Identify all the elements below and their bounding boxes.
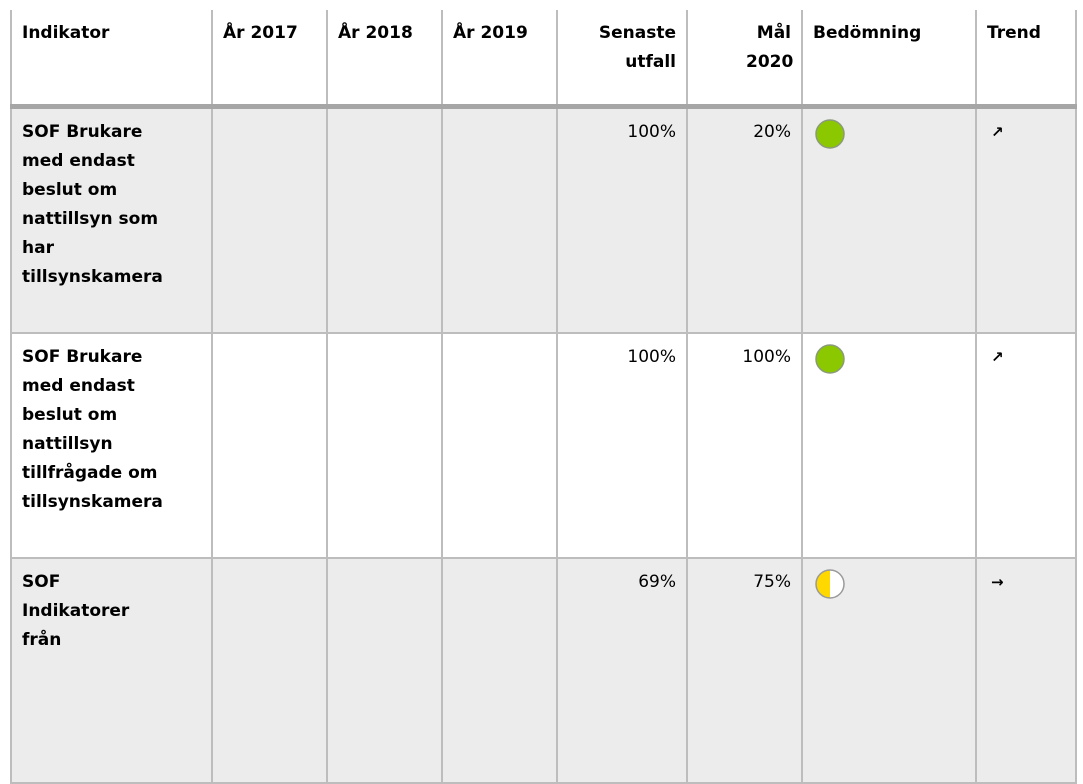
header: Indikator [10, 10, 213, 109]
cell: SOF Indikatorer från [10, 558, 213, 784]
cell [441, 333, 558, 559]
status-icon [815, 119, 845, 149]
goal: 100% [686, 333, 803, 559]
header-row: Indikator År 2017 År 2018 År 2019 Senast… [10, 10, 1077, 109]
header: År 2019 [441, 10, 558, 109]
cell [326, 558, 443, 784]
status-icon [815, 569, 845, 599]
cell [441, 558, 558, 784]
cell [801, 558, 977, 784]
cell [441, 106, 558, 334]
header-cell: Mål 2020 [686, 10, 803, 109]
latest: 100% [556, 333, 688, 559]
header: År 2018 [326, 10, 443, 109]
cell [801, 106, 977, 334]
trend: → [975, 558, 1077, 784]
header-cell: Senaste utfall [556, 10, 688, 109]
indicator: SOF Indikatorer från [22, 572, 130, 650]
row: SOF Indikatorer från 69% 75% → [10, 558, 1077, 784]
header: Mål 2020 [746, 23, 794, 72]
indicator: SOF Brukare med endast beslut om nattill… [22, 122, 163, 287]
header: Bedömning [801, 10, 977, 109]
cell [211, 333, 328, 559]
goal: 75% [686, 558, 803, 784]
row: SOF Brukare med endast beslut om nattill… [10, 106, 1077, 334]
cell [326, 333, 443, 559]
cell [326, 106, 443, 334]
cell [211, 106, 328, 334]
header: Trend [975, 10, 1077, 109]
cell: SOF Brukare med endast beslut om nattill… [10, 333, 213, 559]
indicator-table: Indikator År 2017 År 2018 År 2019 Senast… [10, 10, 1077, 784]
status-icon [815, 344, 845, 374]
page: Indikator År 2017 År 2018 År 2019 Senast… [10, 10, 1077, 784]
header: År 2017 [211, 10, 328, 109]
indicator: SOF Brukare med endast beslut om nattill… [22, 347, 163, 512]
header: Senaste utfall [598, 23, 676, 72]
row: SOF Brukare med endast beslut om nattill… [10, 333, 1077, 559]
goal: 20% [686, 106, 803, 334]
latest: 100% [556, 106, 688, 334]
cell [801, 333, 977, 559]
cell: SOF Brukare med endast beslut om nattill… [10, 106, 213, 334]
trend: ↗ [975, 106, 1077, 334]
latest: 69% [556, 558, 688, 784]
cell [211, 558, 328, 784]
trend: ↗ [975, 333, 1077, 559]
